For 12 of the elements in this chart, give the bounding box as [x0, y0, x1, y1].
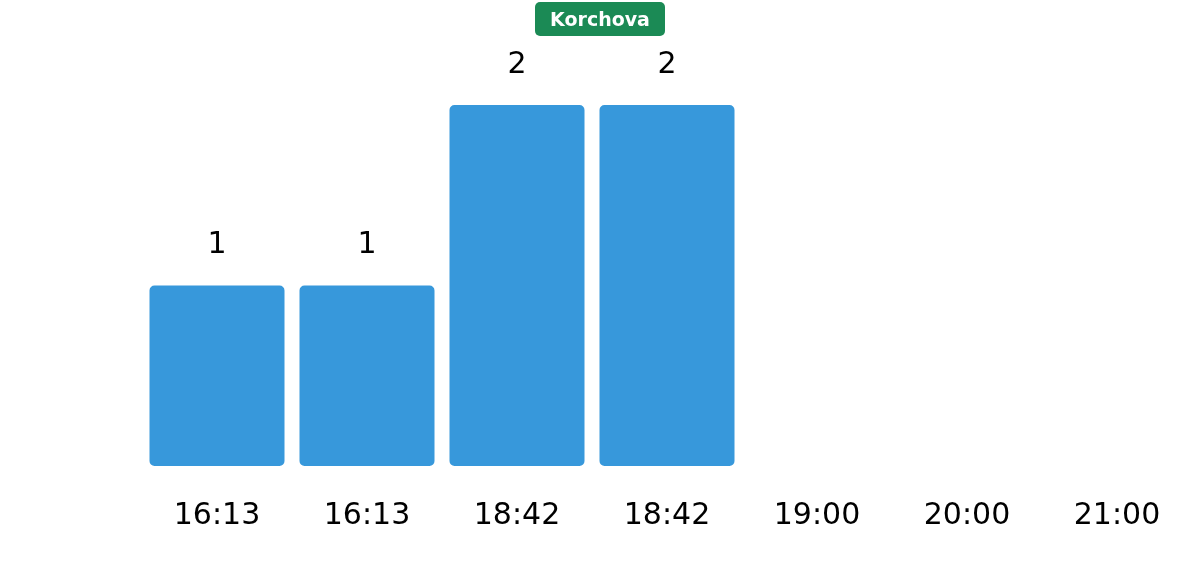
chart-title: Korchova	[535, 2, 665, 36]
x-tick-label: 16:13	[323, 495, 411, 531]
x-tick-label: 19:00	[773, 495, 861, 531]
x-tick-label: 18:42	[623, 495, 711, 531]
x-tick-label: 20:00	[923, 495, 1011, 531]
data-label: 2	[657, 44, 677, 80]
x-tick-label: 18:42	[473, 495, 561, 531]
data-label: 2	[507, 44, 527, 80]
x-tick-label: 16:13	[173, 495, 261, 531]
data-label: 1	[207, 225, 227, 261]
data-label: 1	[357, 225, 377, 261]
x-tick-label: 21:00	[1073, 495, 1161, 531]
